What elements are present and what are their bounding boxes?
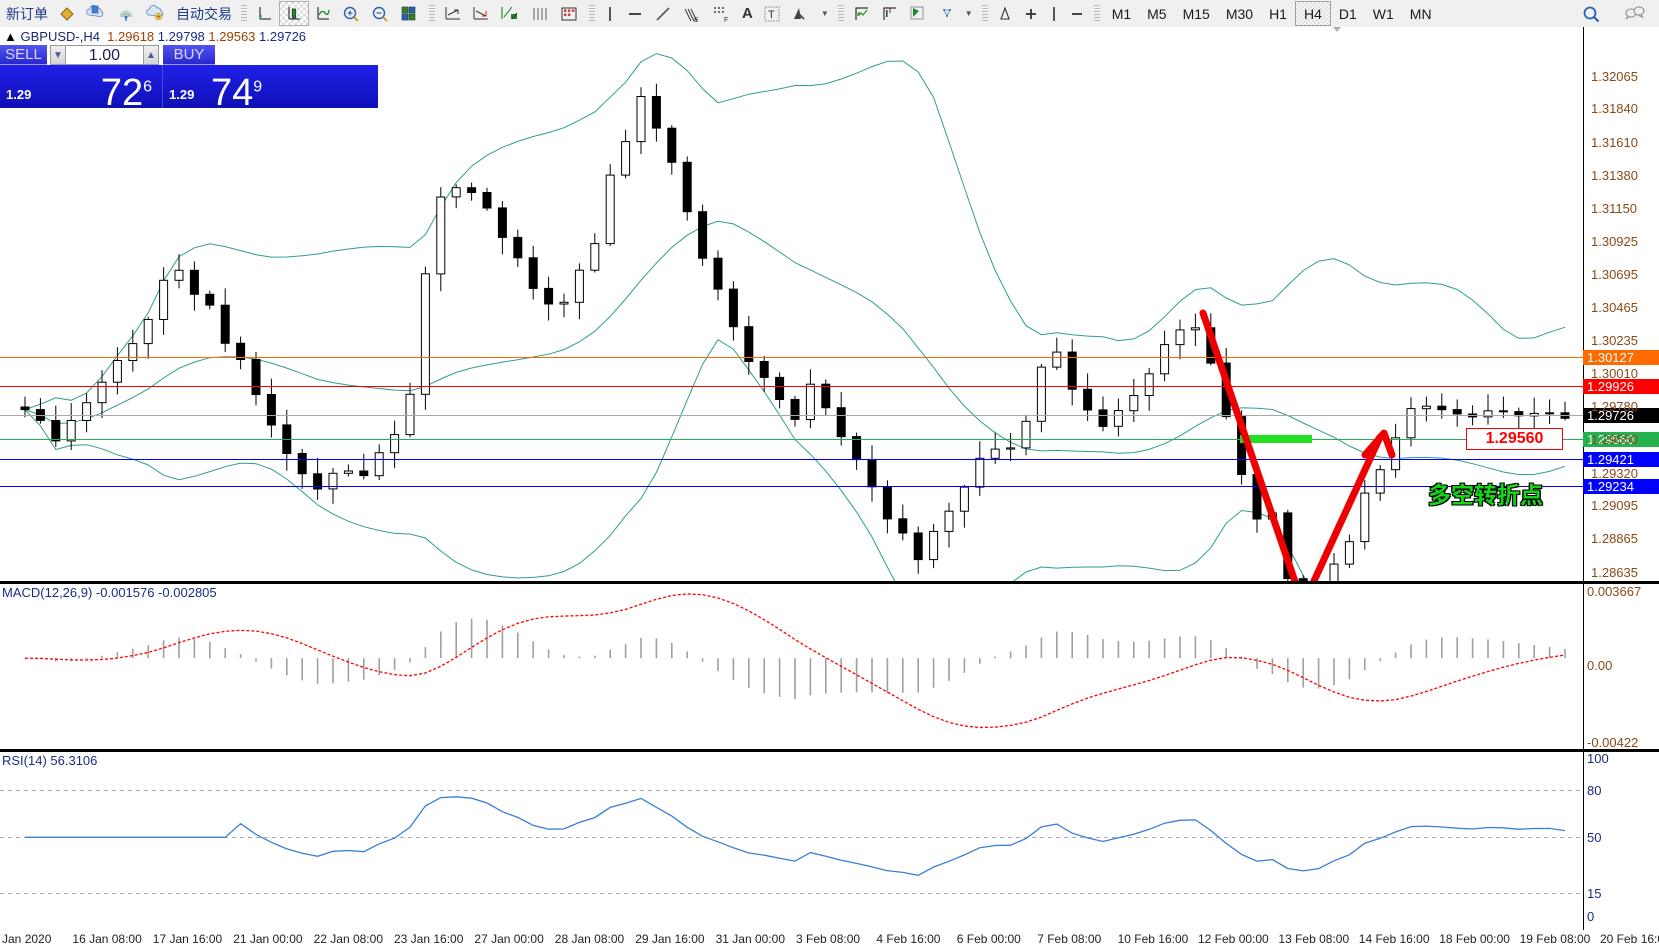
svg-text:F: F [724, 17, 728, 23]
svg-text:E: E [694, 17, 699, 23]
svg-text:T: T [768, 9, 775, 21]
